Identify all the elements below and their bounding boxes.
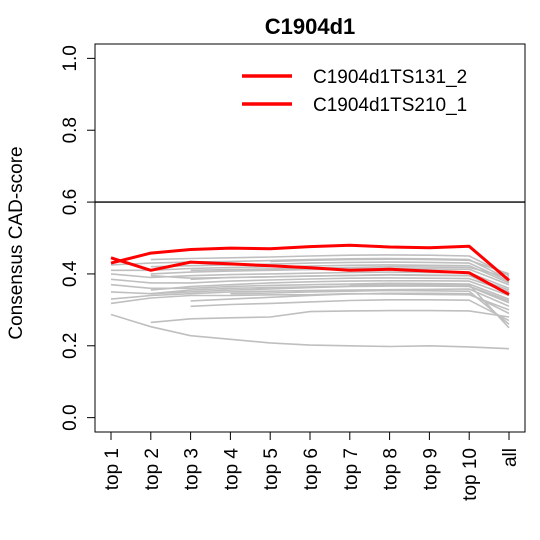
background-series-line [150, 254, 510, 277]
x-tick-label: top 3 [182, 448, 203, 490]
x-tick-label: top 9 [420, 448, 441, 490]
y-tick-label: 0.6 [60, 189, 81, 215]
background-series-line [190, 299, 510, 322]
y-axis-label: Consensus CAD-score [6, 146, 27, 339]
chart-title: C1904d1 [265, 14, 356, 39]
background-series-line [150, 309, 510, 324]
background-series-line [230, 289, 510, 325]
highlighted-series-line [110, 256, 510, 296]
background-series-line [190, 292, 510, 315]
background-series-line [150, 280, 510, 297]
x-tick-label: top 2 [142, 448, 163, 490]
y-tick-label: 0.8 [60, 117, 81, 143]
background-series-line [111, 264, 510, 284]
x-tick-label: top 4 [221, 448, 242, 491]
background-series-line [110, 284, 510, 302]
x-tick-label: top 10 [460, 448, 481, 501]
background-series-line [110, 277, 510, 293]
x-tick-label: all [500, 448, 521, 467]
background-series-line [190, 265, 510, 279]
highlighted-series-line [110, 243, 510, 282]
highlighted-models-lines [110, 243, 510, 296]
x-tick-label: top 6 [301, 448, 322, 490]
background-series-line [270, 258, 510, 275]
y-tick-label: 0.2 [60, 333, 81, 359]
background-series-line [110, 313, 510, 350]
x-tick-label: top 8 [381, 448, 402, 490]
y-tick-label: 1.0 [60, 45, 81, 71]
y-tick-label: 0.0 [60, 404, 81, 430]
x-axis: top 1 top 2 top 3 top 4 top 5 top 6 top 7 top 8… [102, 432, 521, 501]
legend: C1904d1TS131_2 C1904d1TS210_1 [242, 67, 467, 116]
background-series-line [150, 273, 510, 295]
background-series-line [349, 283, 510, 329]
background-series-line [150, 261, 510, 282]
legend-label: C1904d1TS131_2 [313, 67, 467, 88]
legend-label: C1904d1TS210_1 [313, 95, 467, 116]
y-tick-label: 0.4 [60, 260, 81, 287]
x-tick-label: top 5 [261, 448, 282, 490]
other-models-lines [110, 254, 510, 350]
y-axis: 0.0 0.2 0.4 0.6 0.8 1.0 [60, 45, 95, 431]
x-tick-label: top 1 [102, 448, 123, 490]
background-series-line [110, 288, 510, 308]
x-tick-label: top 7 [341, 448, 362, 490]
